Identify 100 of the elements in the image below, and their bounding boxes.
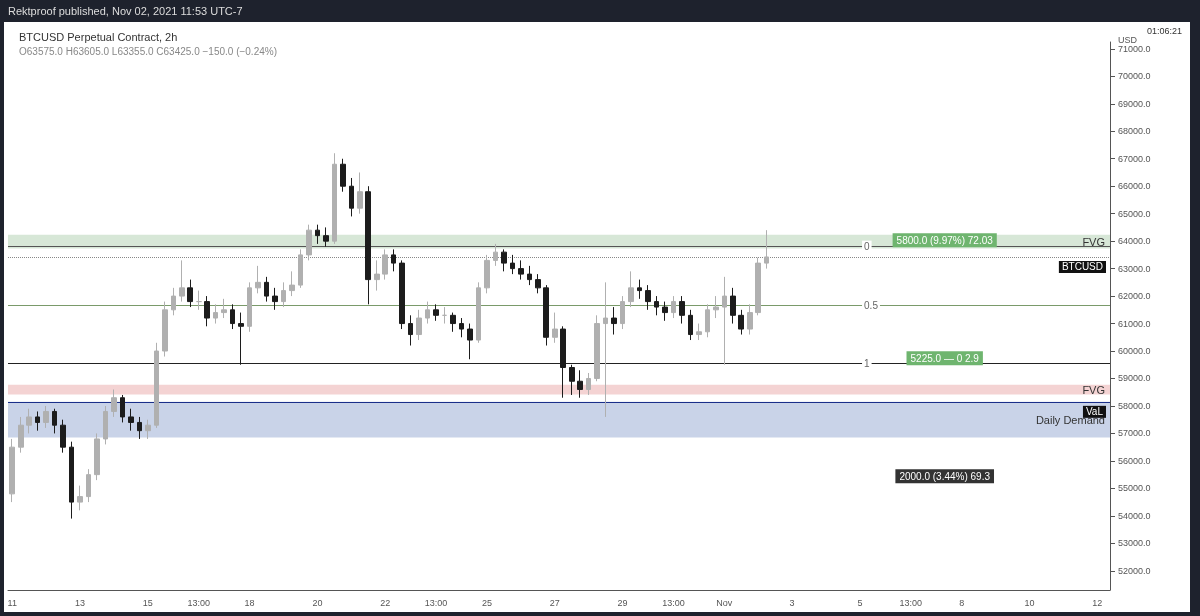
x-tick-label: 11 xyxy=(7,597,17,608)
candlestick xyxy=(196,290,202,311)
ref-line-label: BTCUSD xyxy=(1061,261,1103,273)
candlestick xyxy=(603,281,608,418)
y-tick-label: 58000.0 xyxy=(1118,400,1151,411)
ref-line-label: VaL xyxy=(1085,406,1104,418)
candlestick xyxy=(747,303,753,336)
candlestick xyxy=(26,408,32,434)
candlestick xyxy=(527,265,532,286)
candlestick xyxy=(654,295,659,316)
candlestick xyxy=(425,301,430,325)
text: Rektproof published, Nov 02, 2021 11:53 UTC-7 xyxy=(7,4,244,19)
candlestick xyxy=(713,295,719,319)
x-tick-label: 8 xyxy=(959,597,965,608)
x-tick-label: 13:00 xyxy=(899,597,923,608)
candlestick xyxy=(408,314,413,347)
y-tick-label: 65000.0 xyxy=(1118,208,1151,219)
candlestick xyxy=(433,303,439,322)
candlestick xyxy=(213,303,218,325)
candlestick xyxy=(645,284,651,311)
y-tick-label: 56000.0 xyxy=(1118,455,1151,466)
x-tick-label: 3 xyxy=(789,597,795,608)
candlestick xyxy=(230,303,235,330)
candlestick xyxy=(722,276,727,366)
x-tick-label: 13:00 xyxy=(424,597,448,608)
candlestick xyxy=(120,394,125,423)
y-tick-label: 70000.0 xyxy=(1118,71,1151,82)
y-tick-label: 66000.0 xyxy=(1118,181,1151,192)
candlestick xyxy=(510,254,515,275)
candlestick xyxy=(349,177,354,217)
candlestick xyxy=(586,372,591,396)
x-tick-label: 15 xyxy=(142,597,153,608)
candlestick xyxy=(450,312,456,333)
candlestick xyxy=(35,410,40,432)
candlestick xyxy=(705,303,710,338)
candlestick xyxy=(332,152,337,245)
candlestick xyxy=(518,259,524,281)
candlestick xyxy=(77,485,83,511)
candlestick xyxy=(577,369,583,399)
candlestick xyxy=(374,259,380,292)
candlestick xyxy=(688,309,693,341)
candlestick xyxy=(476,281,481,344)
candlestick xyxy=(543,284,549,347)
x-tick-label: 25 xyxy=(481,597,492,608)
candlestick xyxy=(111,388,117,418)
candlestick xyxy=(671,295,676,319)
candlestick xyxy=(764,229,769,270)
y-tick-label: 59000.0 xyxy=(1118,373,1151,384)
y-tick-label: 54000.0 xyxy=(1118,510,1151,521)
y-tick-label: 52000.0 xyxy=(1118,565,1151,576)
candlestick xyxy=(637,279,642,300)
candlestick xyxy=(620,295,625,330)
annotation: 5800.0 (9.97%) 72.03 xyxy=(896,234,994,246)
candlestick xyxy=(382,248,388,281)
candlestick xyxy=(755,257,761,316)
candlestick xyxy=(552,312,558,344)
candlestick xyxy=(204,295,210,327)
y-tick-label: 62000.0 xyxy=(1118,291,1151,302)
candlestick xyxy=(493,243,498,267)
candlestick xyxy=(281,281,286,308)
x-tick-label: 13:00 xyxy=(662,597,685,608)
candlestick xyxy=(662,301,668,322)
candlestick xyxy=(9,438,15,503)
x-tick-label: 20 xyxy=(312,597,323,608)
candlestick xyxy=(611,306,617,336)
candlestick xyxy=(69,441,74,520)
candlestick xyxy=(86,468,91,503)
x-tick-label: 10 xyxy=(1024,597,1035,608)
x-tick-label: 13 xyxy=(75,597,86,608)
x-tick-label: 29 xyxy=(617,597,628,608)
candlestick xyxy=(391,248,396,272)
candlestick xyxy=(179,259,185,303)
candlestick xyxy=(442,306,447,325)
candlestick xyxy=(289,270,295,297)
x-tick-label: 12 xyxy=(1092,597,1103,608)
candlestick xyxy=(221,298,227,319)
candlestick xyxy=(696,323,702,341)
candlestick xyxy=(535,273,541,294)
x-tick-label: 22 xyxy=(380,597,391,608)
annotation: 1 xyxy=(864,357,871,369)
x-tick-label: 27 xyxy=(549,597,560,608)
y-tick-label: 67000.0 xyxy=(1118,153,1151,164)
annotation: 2000.0 (3.44%) 69.3 xyxy=(899,470,991,482)
candlestick xyxy=(628,270,634,308)
x-tick-label: 13:00 xyxy=(187,597,210,608)
candlestick xyxy=(272,287,278,311)
candlestick xyxy=(399,259,405,330)
candlestick xyxy=(357,171,363,215)
y-axis-title: USD xyxy=(1118,34,1138,45)
candlestick xyxy=(247,281,252,333)
candlestick xyxy=(315,224,320,245)
chart-subtitle: O63575.0 H63605.0 L63355.0 C63425.0 −150.0 (−0.24%) xyxy=(19,45,277,57)
candlestick xyxy=(340,158,346,193)
x-tick-label: Nov xyxy=(716,597,733,608)
candlestick xyxy=(416,309,422,341)
y-tick-label: 64000.0 xyxy=(1118,236,1151,247)
candlestick xyxy=(467,323,473,360)
candlestick xyxy=(264,276,269,303)
candlestick xyxy=(145,419,151,440)
candlestick xyxy=(187,279,193,308)
